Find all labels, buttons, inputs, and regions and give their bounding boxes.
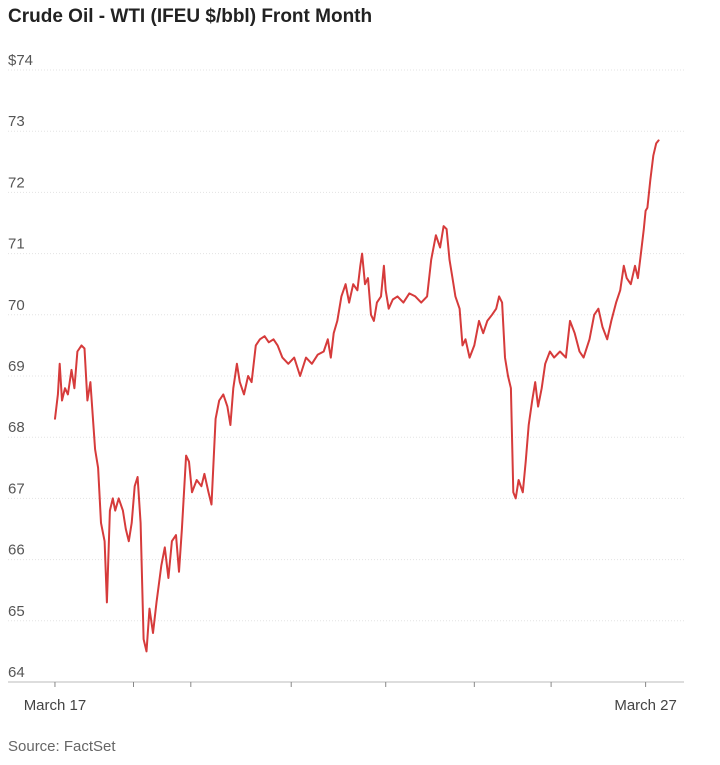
series-line (54, 139, 660, 653)
gridlines (8, 69, 684, 683)
y-tick-label: 65 (8, 603, 25, 620)
y-tick-label: 67 (8, 480, 25, 497)
y-tick-label: $74 (8, 52, 33, 69)
chart-title: Crude Oil - WTI (IFEU $/bbl) Front Month (8, 6, 373, 27)
y-axis-tick-labels: 64 65 66 67 68 69 70 71 72 73 $74 (8, 52, 33, 681)
y-tick-label: 69 (8, 358, 25, 375)
y-tick-label: 66 (8, 542, 25, 559)
y-tick-label: 71 (8, 236, 25, 253)
y-tick-label: 72 (8, 174, 25, 191)
x-axis: March 17 March 27 (8, 681, 684, 714)
x-tick-label: March 17 (24, 697, 87, 714)
y-tick-label: 73 (8, 113, 25, 130)
y-tick-label: 70 (8, 297, 25, 314)
source-note: Source: FactSet (8, 738, 116, 755)
x-tick-label: March 27 (614, 697, 677, 714)
series-layer (54, 139, 660, 653)
y-tick-label: 64 (8, 664, 25, 681)
y-tick-label: 68 (8, 419, 25, 436)
